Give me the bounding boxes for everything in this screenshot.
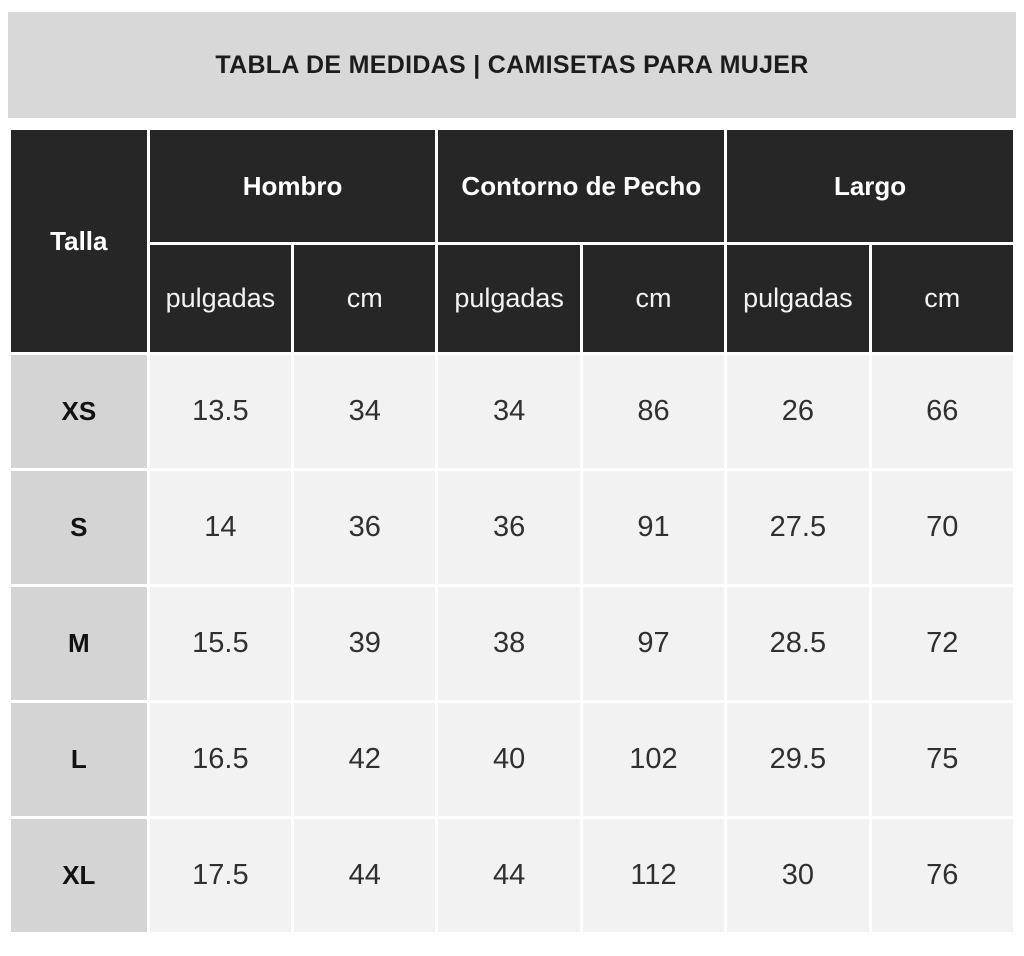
group-header-hombro: Hombro [146,127,439,245]
unit-header-pecho-pulgadas: pulgadas [435,242,583,355]
table-row-l: L 16.5 42 40 102 29.5 75 [8,700,1017,819]
measurement-cell: 86 [579,352,728,471]
table-row-xs: XS 13.5 34 34 86 26 66 [8,352,1017,471]
measurement-cell: 66 [868,352,1017,471]
group-header-largo: Largo [724,127,1016,245]
size-label: L [8,700,150,819]
size-label: M [8,584,150,703]
measurement-cell: 26 [724,352,872,471]
unit-header-largo-pulgadas: pulgadas [724,242,872,355]
measurement-cell: 14 [146,468,295,587]
measurement-cell: 17.5 [146,816,295,935]
chart-title-bar: TABLA DE MEDIDAS | CAMISETAS PARA MUJER [8,12,1016,118]
group-header-contorno-de-pecho: Contorno de Pecho [435,127,728,245]
measurement-cell: 39 [291,584,439,703]
measurement-cell: 34 [435,352,583,471]
measurement-cell: 15.5 [146,584,295,703]
chart-title: TABLA DE MEDIDAS | CAMISETAS PARA MUJER [215,50,809,79]
unit-header-largo-cm: cm [868,242,1017,355]
measurement-cell: 42 [291,700,439,819]
table-row-s: S 14 36 36 91 27.5 70 [8,468,1017,587]
unit-header-pecho-cm: cm [579,242,728,355]
size-label: XL [8,816,150,935]
measurement-cell: 28.5 [724,584,872,703]
measurement-cell: 16.5 [146,700,295,819]
measurement-cell: 44 [435,816,583,935]
measurement-cell: 13.5 [146,352,295,471]
size-chart-table: Talla Hombro Contorno de Pecho Largo pul… [8,127,1017,935]
unit-header-hombro-cm: cm [291,242,439,355]
table-row-m: M 15.5 39 38 97 28.5 72 [8,584,1017,703]
unit-header-hombro-pulgadas: pulgadas [146,242,295,355]
measurement-cell: 34 [291,352,439,471]
measurement-cell: 91 [579,468,728,587]
measurement-cell: 36 [435,468,583,587]
measurement-cell: 102 [579,700,728,819]
size-label: XS [8,352,150,471]
measurement-cell: 72 [868,584,1017,703]
measurement-cell: 29.5 [724,700,872,819]
measurement-cell: 76 [868,816,1017,935]
size-label: S [8,468,150,587]
table-row-xl: XL 17.5 44 44 112 30 76 [8,816,1017,935]
measurement-cell: 38 [435,584,583,703]
measurement-cell: 112 [579,816,728,935]
measurement-cell: 40 [435,700,583,819]
measurement-cell: 36 [291,468,439,587]
measurement-cell: 30 [724,816,872,935]
measurement-cell: 70 [868,468,1017,587]
measurement-cell: 75 [868,700,1017,819]
measurement-cell: 44 [291,816,439,935]
measurement-cell: 27.5 [724,468,872,587]
measurement-cell: 97 [579,584,728,703]
talla-column-header: Talla [8,127,150,355]
